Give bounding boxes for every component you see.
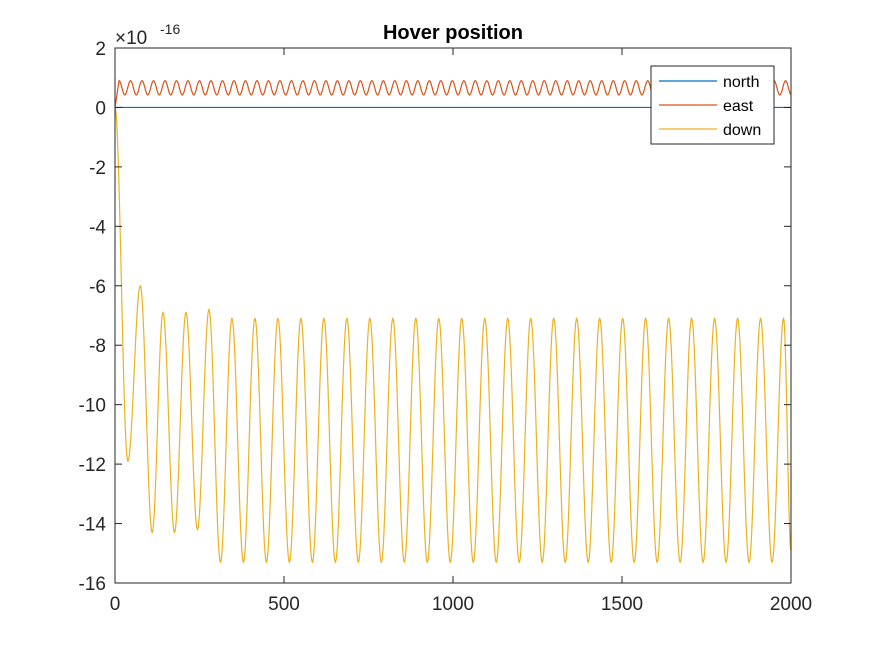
y-tick-marks bbox=[115, 47, 791, 584]
x-tick-label: 1500 bbox=[601, 594, 643, 615]
y-tick-label: -2 bbox=[89, 158, 106, 179]
x-tick-label: 2000 bbox=[770, 594, 812, 615]
legend: north east down bbox=[650, 65, 775, 145]
x-tick-labels: 0 500 1000 1500 2000 bbox=[110, 594, 812, 615]
y-tick-label: -14 bbox=[79, 515, 107, 536]
y-tick-label: -12 bbox=[79, 455, 106, 476]
y-tick-label: -10 bbox=[79, 396, 106, 417]
x-tick-label: 500 bbox=[268, 594, 300, 615]
y-tick-labels: 2 0 -2 -4 -6 -8 -10 -12 -14 -16 bbox=[79, 39, 107, 595]
y-tick-label: -8 bbox=[89, 336, 106, 357]
y-tick-label: -4 bbox=[89, 217, 106, 238]
x-tick-label: 0 bbox=[110, 594, 121, 615]
x-tick-label: 1000 bbox=[432, 594, 474, 615]
y-tick-label: -16 bbox=[79, 574, 106, 595]
legend-label-east: east bbox=[723, 98, 754, 115]
chart-title: Hover position bbox=[383, 22, 523, 44]
legend-label-down: down bbox=[723, 122, 761, 139]
series-line-down bbox=[114, 107, 792, 564]
y-exponent-base: ×10 bbox=[115, 28, 147, 49]
legend-label-north: north bbox=[723, 74, 759, 91]
y-tick-label: -6 bbox=[89, 277, 106, 298]
y-exponent-label: ×10 -16 bbox=[115, 21, 180, 49]
y-tick-label: 2 bbox=[95, 39, 106, 60]
y-exponent-power: -16 bbox=[160, 21, 180, 37]
y-tick-label: 0 bbox=[95, 98, 106, 119]
x-tick-marks bbox=[114, 48, 792, 583]
